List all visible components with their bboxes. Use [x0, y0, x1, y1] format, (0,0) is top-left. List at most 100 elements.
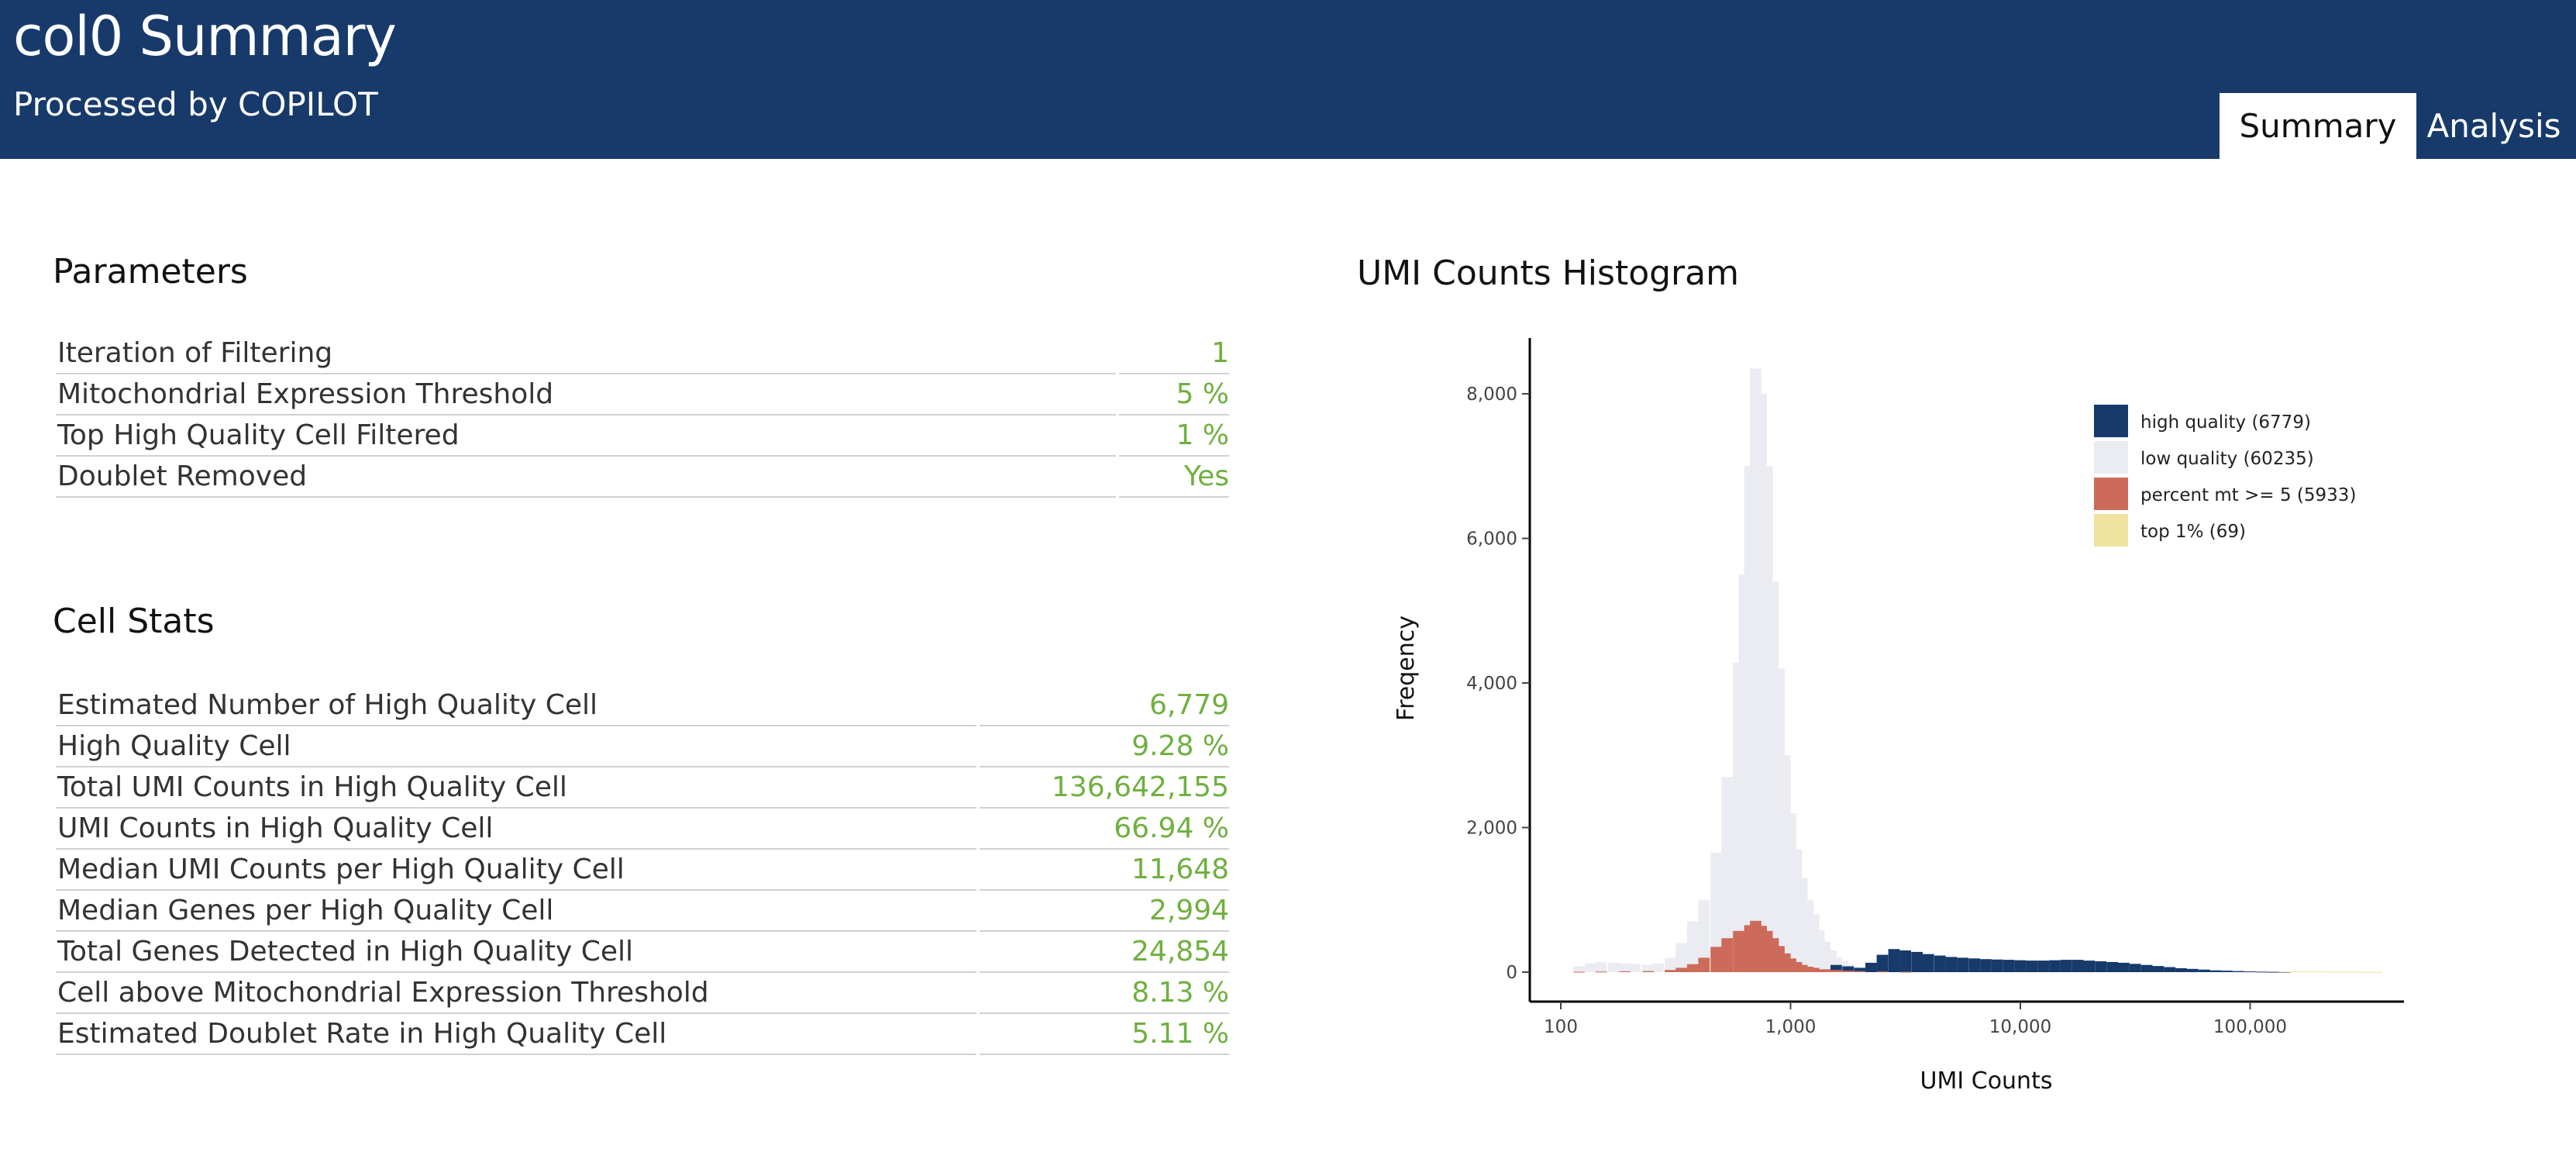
histogram-bar: [1854, 971, 1866, 972]
param-value: Yes: [1116, 456, 1229, 498]
y-tick-label: 2,000: [1466, 819, 1517, 839]
umi-histogram-chart: 0 2,000 4,000 6,000 8,000 100 1,000 10,000 100,0…: [1393, 338, 2404, 1095]
histogram-bar: [2278, 971, 2291, 973]
histogram-bar: [1652, 963, 1664, 972]
table-row: Top High Quality Cell Filtered 1 %: [56, 415, 1229, 457]
stat-value: 11,648: [976, 849, 1229, 891]
param-label: Doublet Removed: [56, 456, 1118, 498]
legend-swatch: [2094, 405, 2128, 437]
table-row: Estimated Number of High Quality Cell 6,…: [56, 685, 1229, 726]
table-row: Estimated Doublet Rate in High Quality C…: [56, 1013, 1229, 1055]
stat-label: High Quality Cell: [56, 726, 978, 767]
histogram-bar: [1585, 963, 1596, 972]
histogram-bar: [1980, 959, 1992, 972]
legend-label: high quality (6779): [2140, 412, 2311, 433]
x-tick-label: 10,000: [1989, 1017, 2051, 1037]
histogram-bar: [1911, 951, 1923, 972]
param-value: 1: [1116, 333, 1229, 374]
histogram-bar: [1876, 971, 1889, 973]
histogram-bar: [2233, 971, 2245, 972]
histogram-bar: [1698, 899, 1710, 973]
parameters-title: Parameters: [53, 252, 248, 291]
histogram-bar: [1733, 930, 1744, 972]
histogram-bar: [2221, 971, 2233, 972]
stat-value: 2,994: [976, 890, 1229, 932]
table-row: Median UMI Counts per High Quality Cell …: [56, 849, 1229, 891]
cell-stats-table: Estimated Number of High Quality Cell 6,…: [56, 685, 1229, 1055]
table-row: Doublet Removed Yes: [56, 456, 1229, 498]
histogram-bar: [1721, 777, 1734, 972]
tab-analysis[interactable]: Analysis: [2426, 107, 2561, 145]
table-row: Total UMI Counts in High Quality Cell 13…: [56, 767, 1229, 809]
page-subtitle: Processed by COPILOT: [13, 85, 378, 123]
cell-stats-title: Cell Stats: [53, 602, 215, 641]
histogram-bar: [1865, 962, 1877, 972]
histogram-bar: [1629, 964, 1641, 972]
stat-value: 24,854: [976, 931, 1229, 973]
param-label: Top High Quality Cell Filtered: [56, 415, 1118, 457]
histogram-bar: [1899, 971, 1911, 973]
histogram-bar: [2186, 968, 2199, 972]
histogram-bar: [2244, 971, 2256, 973]
param-label: Iteration of Filtering: [56, 333, 1118, 374]
histogram-bar: [2140, 964, 2153, 972]
histogram-bar: [2198, 969, 2210, 972]
stat-label: Cell above Mitochondrial Expression Thre…: [56, 972, 978, 1014]
param-label: Mitochondrial Expression Threshold: [56, 374, 1118, 416]
histogram-bar: [1675, 967, 1688, 972]
param-value: 5 %: [1116, 374, 1229, 416]
histogram-bar: [1642, 964, 1655, 972]
histogram-bar: [2164, 967, 2176, 972]
table-row: Iteration of Filtering 1: [56, 333, 1229, 374]
x-tick-label: 100: [1544, 1017, 1578, 1037]
stat-value: 5.11 %: [976, 1013, 1229, 1055]
legend-swatch: [2094, 441, 2128, 474]
histogram-bar: [2290, 971, 2302, 973]
x-axis-label: UMI Counts: [1920, 1067, 2053, 1095]
histogram-bar: [1710, 853, 1722, 972]
histogram-bar: [1595, 961, 1607, 972]
histogram-bar: [1619, 963, 1631, 972]
histogram-bar: [1665, 957, 1676, 972]
histogram-bar: [2118, 962, 2130, 972]
stat-value: 6,779: [976, 685, 1229, 726]
y-tick-label: 4,000: [1466, 674, 1517, 694]
histogram-bar: [2324, 971, 2337, 973]
param-value: 1 %: [1116, 415, 1229, 457]
histogram-bar: [2083, 961, 2096, 972]
stat-label: Median Genes per High Quality Cell: [56, 890, 978, 932]
histogram-bar: [1686, 921, 1699, 972]
histogram-bar: [1854, 967, 1866, 972]
histogram-bar: [1957, 957, 1969, 972]
y-tick-label: 6,000: [1466, 529, 1517, 550]
histogram-bar: [2106, 961, 2118, 972]
stat-value: 9.28 %: [976, 726, 1229, 767]
histogram-bar: [2302, 971, 2313, 972]
tab-summary[interactable]: Summary: [2220, 93, 2416, 159]
x-tick-label: 1,000: [1765, 1017, 1817, 1037]
table-row: Median Genes per High Quality Cell 2,994: [56, 890, 1229, 932]
histogram-bar: [2313, 971, 2325, 973]
histogram-bar: [1830, 970, 1842, 972]
histogram-bar: [2255, 971, 2268, 973]
table-row: UMI Counts in High Quality Cell 66.94 %: [56, 808, 1229, 850]
stat-label: Estimated Number of High Quality Cell: [56, 685, 978, 726]
histogram-bar: [2347, 971, 2360, 973]
histogram-bar: [1710, 947, 1722, 972]
parameters-table: Iteration of Filtering 1 Mitochondrial E…: [56, 333, 1229, 498]
histogram-bar: [1899, 950, 1911, 972]
histogram-bar: [1922, 954, 1934, 972]
histogram-bar: [2060, 960, 2072, 972]
histogram-bar: [1945, 957, 1958, 972]
histogram-bar: [2152, 966, 2164, 972]
histogram-bar: [1698, 957, 1710, 972]
legend-swatch: [2094, 478, 2128, 510]
histogram-bar: [1934, 955, 1946, 972]
legend-label: top 1% (69): [2140, 522, 2246, 542]
stat-value: 66.94 %: [976, 808, 1229, 850]
histogram-bar: [1888, 949, 1900, 972]
histogram-bar: [2209, 970, 2222, 972]
histogram-bar: [1607, 962, 1620, 972]
histogram-bar: [2359, 971, 2371, 973]
table-row: High Quality Cell 9.28 %: [56, 726, 1229, 767]
